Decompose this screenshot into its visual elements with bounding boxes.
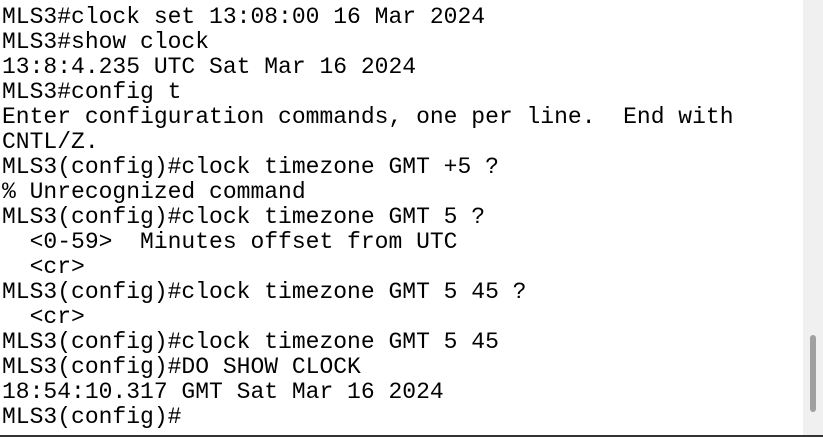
terminal-line: MLS3(config)#clock timezone GMT 5 ?	[2, 204, 486, 230]
terminal-line: MLS3#clock set 13:08:00 16 Mar 2024	[2, 5, 486, 30]
terminal-line: MLS3(config)#	[2, 404, 182, 430]
terminal-line: 13:8:4.235 UTC Sat Mar 16 2024	[2, 54, 417, 80]
terminal-line: MLS3(config)#clock timezone GMT +5 ?	[2, 154, 499, 180]
scrollbar[interactable]	[803, 0, 823, 436]
terminal-line: Enter configuration commands, one per li…	[2, 104, 734, 130]
terminal-line: MLS3(config)#clock timezone GMT 5 45	[2, 329, 499, 355]
terminal-line: MLS3#config t	[2, 79, 182, 105]
terminal-output: MLS3#clock set 13:08:00 16 Mar 2024 MLS3#…	[0, 5, 803, 435]
scrollbar-thumb[interactable]	[810, 335, 816, 412]
terminal-line: <cr>	[2, 304, 85, 330]
terminal-line: CNTL/Z.	[2, 129, 99, 155]
border	[0, 435, 823, 437]
terminal-line: 18:54:10.317 GMT Sat Mar 16 2024	[2, 379, 444, 405]
terminal-line: <0-59> Minutes offset from UTC	[2, 229, 458, 255]
terminal-line: % Unrecognized command	[2, 179, 306, 205]
terminal-line: MLS3#show clock	[2, 29, 210, 55]
terminal-line: <cr>	[2, 254, 85, 280]
terminal-line: MLS3(config)#DO SHOW CLOCK	[2, 354, 361, 380]
terminal-line: MLS3(config)#clock timezone GMT 5 45 ?	[2, 279, 527, 305]
